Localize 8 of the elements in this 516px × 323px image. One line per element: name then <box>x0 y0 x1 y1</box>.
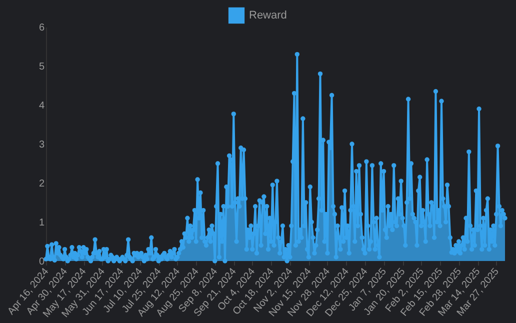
y-tick-label: 5 <box>38 62 45 72</box>
y-tick-label: 4 <box>38 100 45 112</box>
y-tick-label: 2 <box>38 178 45 190</box>
y-tick-label: 3 <box>38 140 45 150</box>
y-tick-label: 0 <box>38 256 45 268</box>
y-tick-label: 1 <box>38 218 45 228</box>
legend-label: Reward <box>249 10 287 22</box>
y-tick-label: 6 <box>38 22 45 34</box>
